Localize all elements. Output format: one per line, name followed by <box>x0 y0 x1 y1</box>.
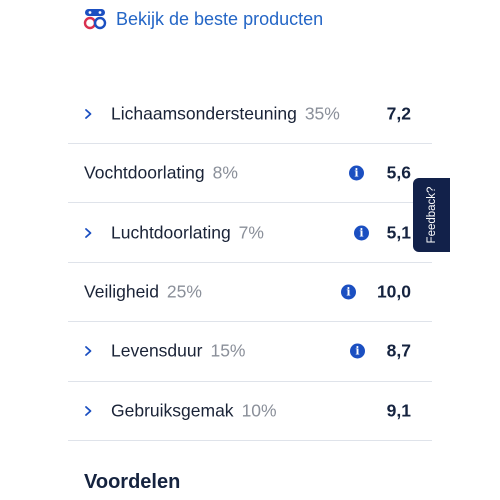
criterion-name: Gebruiksgemak <box>111 400 234 421</box>
chevron-right-icon <box>85 109 92 119</box>
info-icon[interactable]: i <box>354 225 369 241</box>
criterion-weight: 10% <box>241 400 277 421</box>
info-icon[interactable]: i <box>350 343 365 359</box>
info-icon[interactable]: i <box>349 165 364 181</box>
criterion-weight: 25% <box>166 281 202 302</box>
criterion-label: Levensduur 15% <box>111 341 246 362</box>
criterion-name: Vochtdoorlating <box>84 162 205 183</box>
criterion-row-gebruiksgemak[interactable]: Gebruiksgemak 10% 9,1 <box>68 382 432 441</box>
criterion-name: Luchtdoorlating <box>111 222 231 243</box>
criterion-name: Lichaamsondersteuning <box>111 103 297 124</box>
best-products-link[interactable]: Bekijk de beste producten <box>83 6 323 32</box>
chevron-right-icon <box>85 405 92 416</box>
criterion-label: Veiligheid 25% <box>84 281 202 302</box>
section-title-voordelen: Voordelen <box>84 471 181 493</box>
feedback-label: Feedback? <box>425 186 438 244</box>
criterion-weight: 8% <box>212 162 238 183</box>
criterion-label: Lichaamsondersteuning 35% <box>111 104 340 125</box>
criterion-label: Vochtdoorlating 8% <box>84 163 238 184</box>
criterion-name: Veiligheid <box>84 281 159 302</box>
criterion-name: Levensduur <box>111 340 203 361</box>
criterion-row-vochtdoorlating: Vochtdoorlating 8% i 5,6 <box>68 144 432 204</box>
criterion-score: 5,1 <box>386 222 411 243</box>
criterion-row-veiligheid: Veiligheid 25% i 10,0 <box>68 263 432 323</box>
feedback-tab[interactable]: Feedback? <box>413 178 450 252</box>
criterion-row-levensduur[interactable]: Levensduur 15% i 8,7 <box>68 322 432 382</box>
score-criteria-list: Lichaamsondersteuning 35% 7,2 Vochtdoorla… <box>68 85 432 441</box>
criterion-score: 5,6 <box>386 162 411 183</box>
chevron-right-icon <box>85 346 92 357</box>
criterion-weight: 35% <box>304 103 340 124</box>
criterion-score: 10,0 <box>376 281 411 302</box>
chevron-right-icon <box>85 227 92 238</box>
info-icon[interactable]: i <box>341 284 356 300</box>
products-logo-icon <box>83 9 107 30</box>
criterion-weight: 15% <box>210 340 246 361</box>
criterion-label: Gebruiksgemak 10% <box>111 400 277 421</box>
criterion-score: 9,1 <box>386 400 411 421</box>
criterion-score: 8,7 <box>386 340 411 361</box>
best-products-link-label: Bekijk de beste producten <box>116 8 324 29</box>
criterion-score: 7,2 <box>386 103 411 124</box>
criterion-row-luchtdoorlating[interactable]: Luchtdoorlating 7% i 5,1 <box>68 203 432 263</box>
criterion-label: Luchtdoorlating 7% <box>111 222 264 243</box>
criterion-row-lichaamsondersteuning[interactable]: Lichaamsondersteuning 35% 7,2 <box>68 85 432 144</box>
criterion-weight: 7% <box>238 222 264 243</box>
